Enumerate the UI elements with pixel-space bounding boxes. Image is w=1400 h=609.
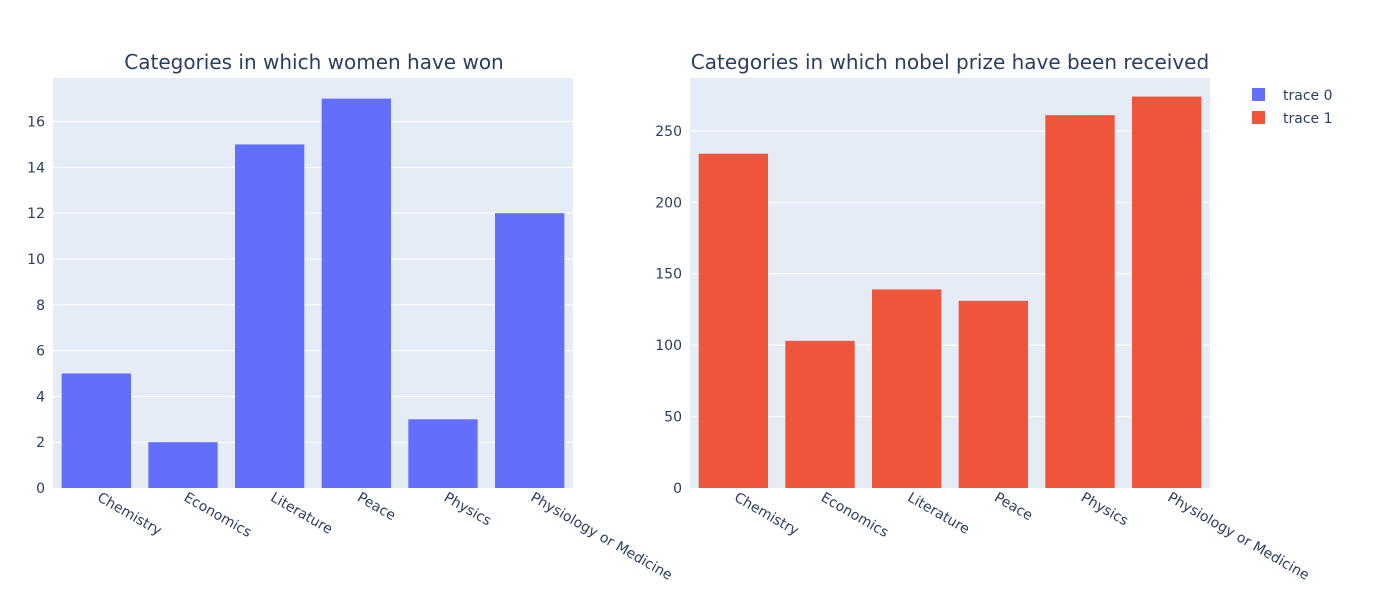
bar-physiology-or-medicine[interactable]: [1132, 96, 1202, 489]
x-tick-label: Peace: [354, 490, 398, 525]
bar-literature[interactable]: [872, 289, 942, 488]
legend-swatch-trace-0[interactable]: [1252, 88, 1265, 101]
x-tick-label: Physics: [441, 490, 494, 530]
y-tick-label: 2: [36, 435, 45, 451]
y-tick-label: 8: [36, 298, 45, 314]
y-tick-label: 250: [655, 124, 682, 140]
legend: trace 0 trace 1: [1252, 88, 1333, 127]
bar-peace[interactable]: [958, 300, 1028, 488]
bar-chemistry[interactable]: [698, 153, 768, 488]
y-tick-label: 0: [673, 481, 682, 497]
subplot-all-winners: Categories in which nobel prize have bee…: [655, 50, 1312, 584]
chart-title-women: Categories in which women have won: [124, 50, 503, 74]
x-tick-label: Chemistry: [94, 490, 164, 540]
y-tick-label: 50: [664, 410, 682, 426]
subplot-women-winners: Categories in which women have won 0 2 4 6 8…: [27, 50, 675, 584]
y-tick-label: 10: [27, 252, 45, 268]
x-tick-label: Literature: [905, 490, 972, 538]
x-tick-label: Physiology or Medicine: [1165, 490, 1312, 584]
x-tick-label: Physics: [1078, 490, 1131, 530]
plot-area-nobel[interactable]: [690, 78, 1210, 488]
x-tick-label: Chemistry: [731, 490, 801, 540]
y-tick-label: 100: [655, 338, 682, 354]
x-tick-label: Literature: [268, 490, 335, 538]
bar-literature[interactable]: [235, 144, 305, 489]
y-tick-label: 4: [36, 389, 45, 405]
y-tick-label: 6: [36, 344, 45, 360]
y-tick-label: 200: [655, 195, 682, 211]
y-tick-label: 16: [27, 115, 45, 131]
x-tick-label: Economics: [818, 490, 891, 541]
y-tick-label: 12: [27, 206, 45, 222]
legend-label-trace-0[interactable]: trace 0: [1283, 88, 1333, 104]
x-tick-label: Physiology or Medicine: [528, 490, 675, 584]
bar-economics[interactable]: [148, 442, 218, 488]
x-tick-label: Economics: [181, 490, 254, 541]
y-tick-label: 0: [36, 481, 45, 497]
bar-physics[interactable]: [1045, 115, 1115, 489]
y-tick-label: 14: [27, 160, 45, 176]
bar-chemistry[interactable]: [61, 373, 131, 488]
plot-area-women[interactable]: [53, 78, 573, 488]
bar-physiology-or-medicine[interactable]: [495, 213, 565, 489]
bar-economics[interactable]: [785, 340, 855, 488]
bar-peace[interactable]: [321, 98, 391, 488]
x-tick-label: Peace: [991, 490, 1035, 525]
legend-swatch-trace-1[interactable]: [1252, 111, 1265, 124]
chart-title-nobel: Categories in which nobel prize have bee…: [691, 50, 1209, 74]
legend-label-trace-1[interactable]: trace 1: [1283, 111, 1333, 127]
bar-physics[interactable]: [408, 419, 478, 488]
y-tick-label: 150: [655, 267, 682, 283]
